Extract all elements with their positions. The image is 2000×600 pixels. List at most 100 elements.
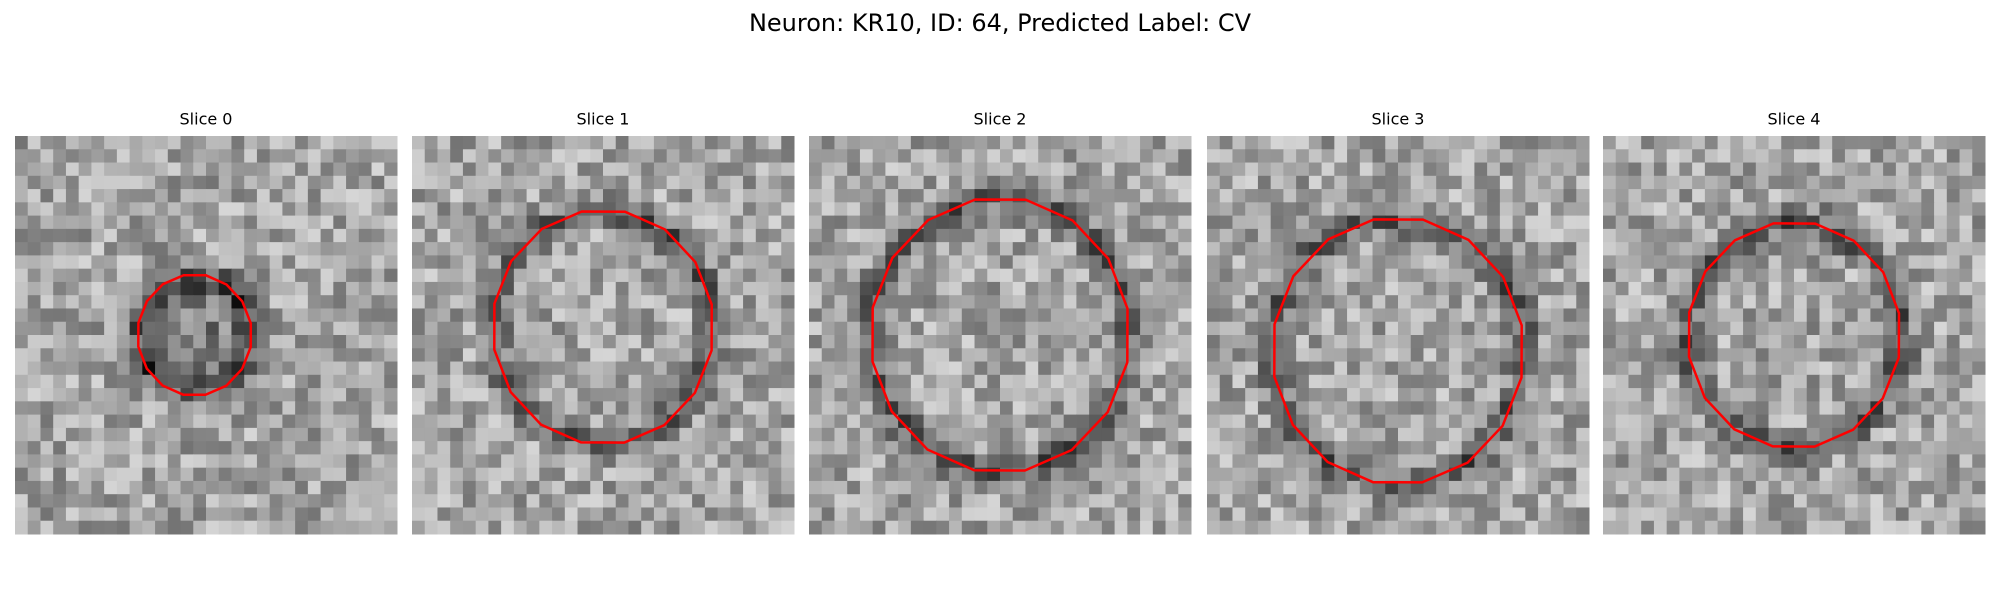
pixel (1908, 321, 1922, 336)
pixel (475, 308, 489, 323)
pixel (885, 467, 899, 482)
pixel (1063, 467, 1077, 482)
pixel (1012, 215, 1026, 230)
pixel (1152, 149, 1167, 164)
pixel (501, 507, 515, 522)
pixel (358, 149, 373, 164)
pixel (1487, 348, 1501, 363)
pixel (1000, 401, 1014, 416)
pixel (1334, 136, 1348, 150)
pixel (1178, 467, 1192, 482)
pixel (1883, 441, 1897, 455)
pixel (1296, 520, 1310, 535)
pixel (358, 414, 373, 429)
pixel (1257, 454, 1272, 469)
pixel (1550, 242, 1565, 256)
pixel (1883, 348, 1897, 363)
pixel (936, 467, 950, 482)
pixel (1012, 414, 1026, 429)
pixel (1921, 136, 1935, 150)
pixel (1525, 335, 1539, 349)
pixel (847, 175, 861, 190)
pixel (910, 202, 925, 217)
pixel (910, 321, 925, 336)
pixel (821, 321, 835, 336)
pixel (590, 361, 604, 376)
pixel (1755, 374, 1770, 389)
pixel (256, 162, 271, 177)
pixel (1385, 335, 1399, 349)
pixel (1372, 268, 1386, 283)
pixel (1257, 467, 1272, 482)
pixel (346, 441, 360, 455)
pixel (218, 520, 232, 535)
pixel (513, 335, 528, 349)
pixel (526, 228, 540, 243)
pixel (513, 202, 528, 217)
pixel (1448, 175, 1463, 190)
pixel (1512, 242, 1526, 256)
pixel (1921, 255, 1935, 270)
pixel (821, 401, 835, 416)
pixel (91, 480, 105, 495)
pixel (1550, 295, 1565, 309)
pixel (1207, 520, 1221, 535)
pixel (1603, 467, 1617, 482)
pixel (1615, 494, 1629, 508)
pixel (307, 281, 322, 296)
pixel (129, 189, 143, 203)
pixel (1794, 348, 1808, 363)
pixel (1461, 494, 1475, 508)
pixel (450, 281, 464, 296)
pixel (1946, 149, 1961, 164)
pixel (1832, 520, 1846, 535)
pixel (384, 242, 398, 256)
pixel (1178, 361, 1192, 376)
pixel (1563, 494, 1577, 508)
pixel (1563, 136, 1577, 150)
pixel (424, 454, 438, 469)
pixel (424, 175, 438, 190)
pixel (1487, 162, 1501, 177)
pixel (526, 255, 540, 270)
pixel (371, 494, 385, 508)
pixel (437, 401, 451, 416)
pixel (1844, 454, 1859, 469)
pixel (1794, 149, 1808, 164)
pixel (1512, 136, 1526, 150)
pixel (155, 175, 169, 190)
pixel (1603, 374, 1617, 389)
pixel (1140, 414, 1154, 429)
pixel (513, 255, 528, 270)
pixel (167, 162, 182, 177)
pixel (717, 202, 731, 217)
pixel (809, 507, 823, 522)
pixel (1550, 335, 1565, 349)
pixel (244, 520, 258, 535)
pixel (1717, 388, 1731, 402)
pixel (412, 520, 426, 535)
pixel (552, 361, 566, 376)
pixel (1076, 454, 1090, 469)
pixel (1178, 388, 1192, 402)
pixel (821, 335, 835, 349)
pixel (1076, 255, 1090, 270)
pixel (923, 255, 937, 270)
pixel (961, 242, 976, 256)
pixel (1768, 361, 1782, 376)
pixel (1140, 441, 1154, 455)
pixel (768, 494, 782, 508)
pixel (1410, 308, 1424, 323)
pixel (1101, 414, 1116, 429)
pixel (91, 281, 105, 296)
pixel (346, 255, 360, 270)
pixel (218, 149, 232, 164)
pixel (1755, 228, 1770, 243)
pixel (704, 136, 719, 150)
pixel (1692, 255, 1706, 270)
pixel (1474, 427, 1488, 442)
pixel (653, 480, 668, 495)
pixel (358, 189, 373, 203)
pixel (1692, 215, 1706, 230)
pixel (1538, 228, 1552, 243)
